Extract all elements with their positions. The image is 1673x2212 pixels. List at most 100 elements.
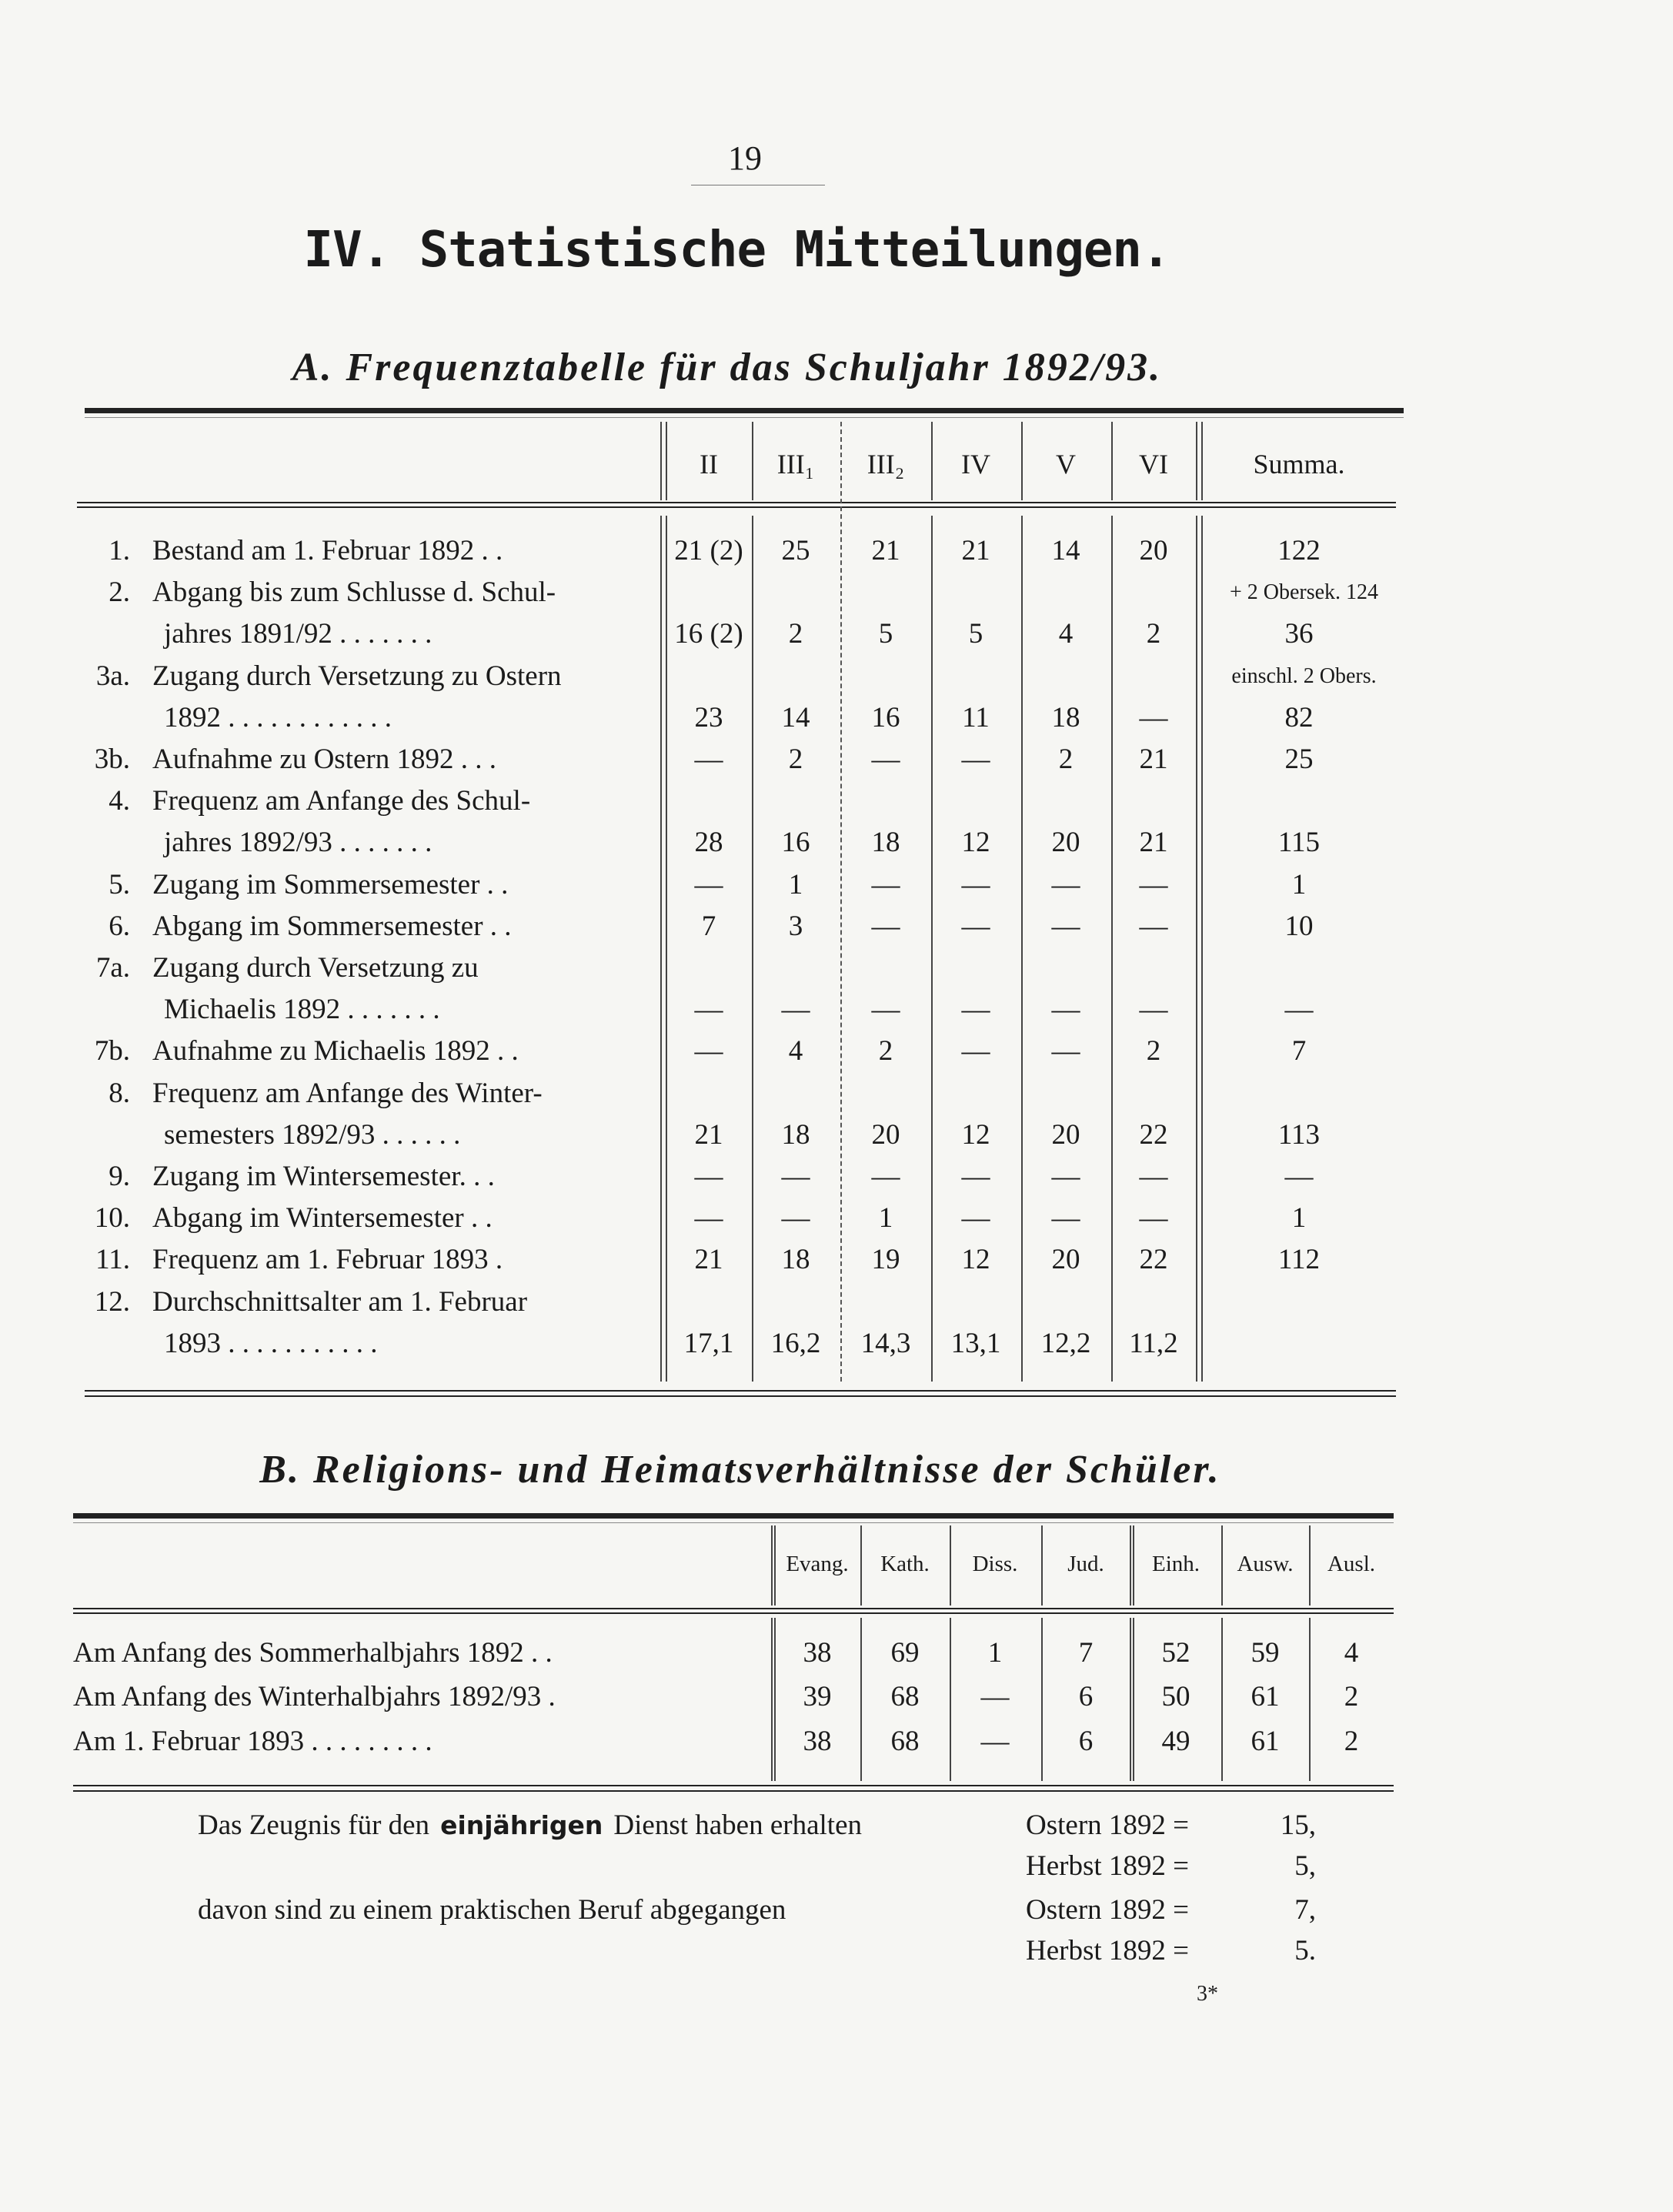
table-cell: 17,1 (683, 1327, 734, 1359)
column-header-6: Ausl. (1327, 1552, 1376, 1576)
table-cell: — (781, 994, 810, 1026)
row-label: Abgang im Wintersemester . . (152, 1202, 493, 1235)
row-number: 8. (109, 1077, 130, 1109)
table-cell: 20 (1051, 1244, 1080, 1276)
certificate-text-2: Dienst haben erhalten (613, 1809, 862, 1841)
column-divider (752, 516, 753, 1382)
table-cell: — (1051, 1202, 1080, 1235)
column-divider (860, 1618, 862, 1781)
column-divider (774, 1618, 776, 1781)
table-cell: 13,1 (950, 1327, 1001, 1359)
column-divider (774, 1525, 776, 1606)
table-bottom-rule (85, 1390, 1396, 1392)
table-cell: 18 (871, 827, 900, 859)
table-cell: 5 (878, 618, 893, 650)
table-cell: 18 (781, 1244, 810, 1276)
table-cell: 49 (1161, 1726, 1190, 1757)
column-header-0: II (700, 449, 718, 479)
row-number: 3a. (95, 660, 130, 692)
entry-value: 5. (1294, 1935, 1316, 1966)
table-cell: 21 (871, 535, 900, 566)
table-top-thin-rule (85, 417, 1404, 418)
column-divider (950, 1618, 951, 1781)
table-cell: — (1051, 868, 1080, 901)
table-cell: 61 (1251, 1726, 1280, 1757)
column-divider (950, 1525, 951, 1606)
row-number: 7b. (94, 1035, 130, 1068)
summa-cell: 7 (1291, 1035, 1307, 1068)
table-cell: 4 (1058, 618, 1074, 650)
table-cell: 5 (968, 618, 983, 650)
row-label: jahres 1891/92 . . . . . . . (164, 618, 432, 650)
table-cell: 20 (1139, 535, 1168, 566)
row-label: semesters 1892/93 . . . . . . (164, 1118, 461, 1151)
row-number: 7a. (95, 952, 130, 984)
table-cell: 38 (803, 1637, 832, 1669)
career-line: davon sind zu einem praktischen Beruf ab… (198, 1894, 786, 1926)
header-bottom-rule-2 (73, 1612, 1394, 1614)
row-label: Frequenz am Anfange des Winter- (152, 1077, 543, 1109)
table-cell: — (871, 868, 900, 901)
table-cell: — (980, 1681, 1010, 1712)
column-divider (1196, 422, 1197, 500)
row-label: Durchschnittsalter am 1. Februar (152, 1285, 528, 1318)
table-cell: 16 (2) (674, 618, 743, 650)
table-cell: 52 (1161, 1637, 1190, 1669)
table-cell: 2 (788, 618, 803, 650)
row-label: Am Anfang des Winterhalbjahrs 1892/93 . (73, 1681, 556, 1712)
table-cell: 21 (1139, 743, 1168, 775)
entry-value: 15, (1280, 1809, 1316, 1841)
column-divider (1196, 516, 1197, 1382)
table-cell: 1 (987, 1637, 1003, 1669)
table-cell: — (1139, 1202, 1168, 1235)
table-cell: — (871, 910, 900, 942)
table-cell: 20 (1051, 1118, 1080, 1151)
table-top-rule (85, 408, 1404, 413)
table-cell: 21 (1139, 827, 1168, 859)
row-label: Am Anfang des Sommerhalbjahrs 1892 . . (73, 1637, 553, 1669)
row-number: 4. (109, 785, 130, 817)
table-cell: 2 (1146, 618, 1161, 650)
table-cell: 1 (878, 1202, 893, 1235)
table-cell: 50 (1161, 1681, 1190, 1712)
table-top-rule (73, 1513, 1394, 1519)
table-top-thin-rule (73, 1522, 1394, 1523)
column-divider (1130, 1525, 1131, 1606)
row-number: 2. (109, 576, 130, 609)
table-cell: 2 (788, 743, 803, 775)
table-cell: 21 (694, 1244, 723, 1276)
table-cell: 19 (871, 1244, 900, 1276)
table-cell: — (694, 743, 723, 775)
table-cell: 61 (1251, 1681, 1280, 1712)
table-cell: 16 (781, 827, 810, 859)
table-cell: 16,2 (770, 1327, 821, 1359)
row-label: Abgang im Sommersemester . . (152, 910, 512, 942)
column-divider-dashed (840, 422, 842, 1382)
column-header-3: Jud. (1067, 1552, 1104, 1576)
column-divider (1041, 1525, 1043, 1606)
table-cell: 11 (962, 701, 990, 733)
table-cell: 69 (890, 1637, 920, 1669)
column-header-4: V (1056, 449, 1076, 479)
table-cell: — (961, 1161, 990, 1192)
signature-mark: 3* (1197, 1982, 1218, 2006)
table-cell: — (980, 1726, 1010, 1757)
column-divider (1111, 422, 1113, 500)
table-cell: 2 (1058, 743, 1074, 775)
column-divider (1021, 516, 1023, 1382)
table-cell: 20 (1051, 827, 1080, 859)
table-cell: 68 (890, 1726, 920, 1757)
table-cell: 2 (1344, 1726, 1359, 1757)
summa-note: + 2 Obersek. 124 (1229, 580, 1379, 605)
header-bottom-rule (77, 502, 1396, 503)
summa-cell: 115 (1277, 827, 1321, 859)
row-number: 6. (109, 910, 130, 942)
table-cell: — (694, 868, 723, 901)
entry-label: Ostern 1892 = (1026, 1894, 1190, 1926)
row-label: Aufnahme zu Michaelis 1892 . . (152, 1035, 519, 1068)
row-label: 1892 . . . . . . . . . . . . (164, 701, 392, 733)
table-cell: — (961, 1202, 990, 1235)
summa-note: einschl. 2 Obers. (1231, 663, 1377, 688)
table-cell: 12 (961, 1118, 990, 1151)
column-header-1: Kath. (880, 1552, 930, 1576)
